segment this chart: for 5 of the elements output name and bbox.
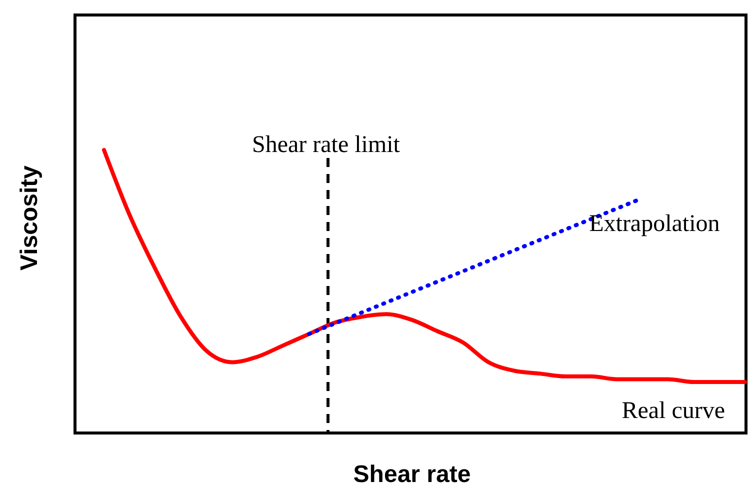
series-label: Extrapolation bbox=[589, 211, 720, 238]
x-axis-title: Shear rate bbox=[353, 461, 471, 487]
y-axis-title: Viscosity bbox=[16, 164, 43, 270]
annotation: Shear rate limit bbox=[252, 132, 400, 158]
series-label: Real curve bbox=[622, 398, 725, 424]
